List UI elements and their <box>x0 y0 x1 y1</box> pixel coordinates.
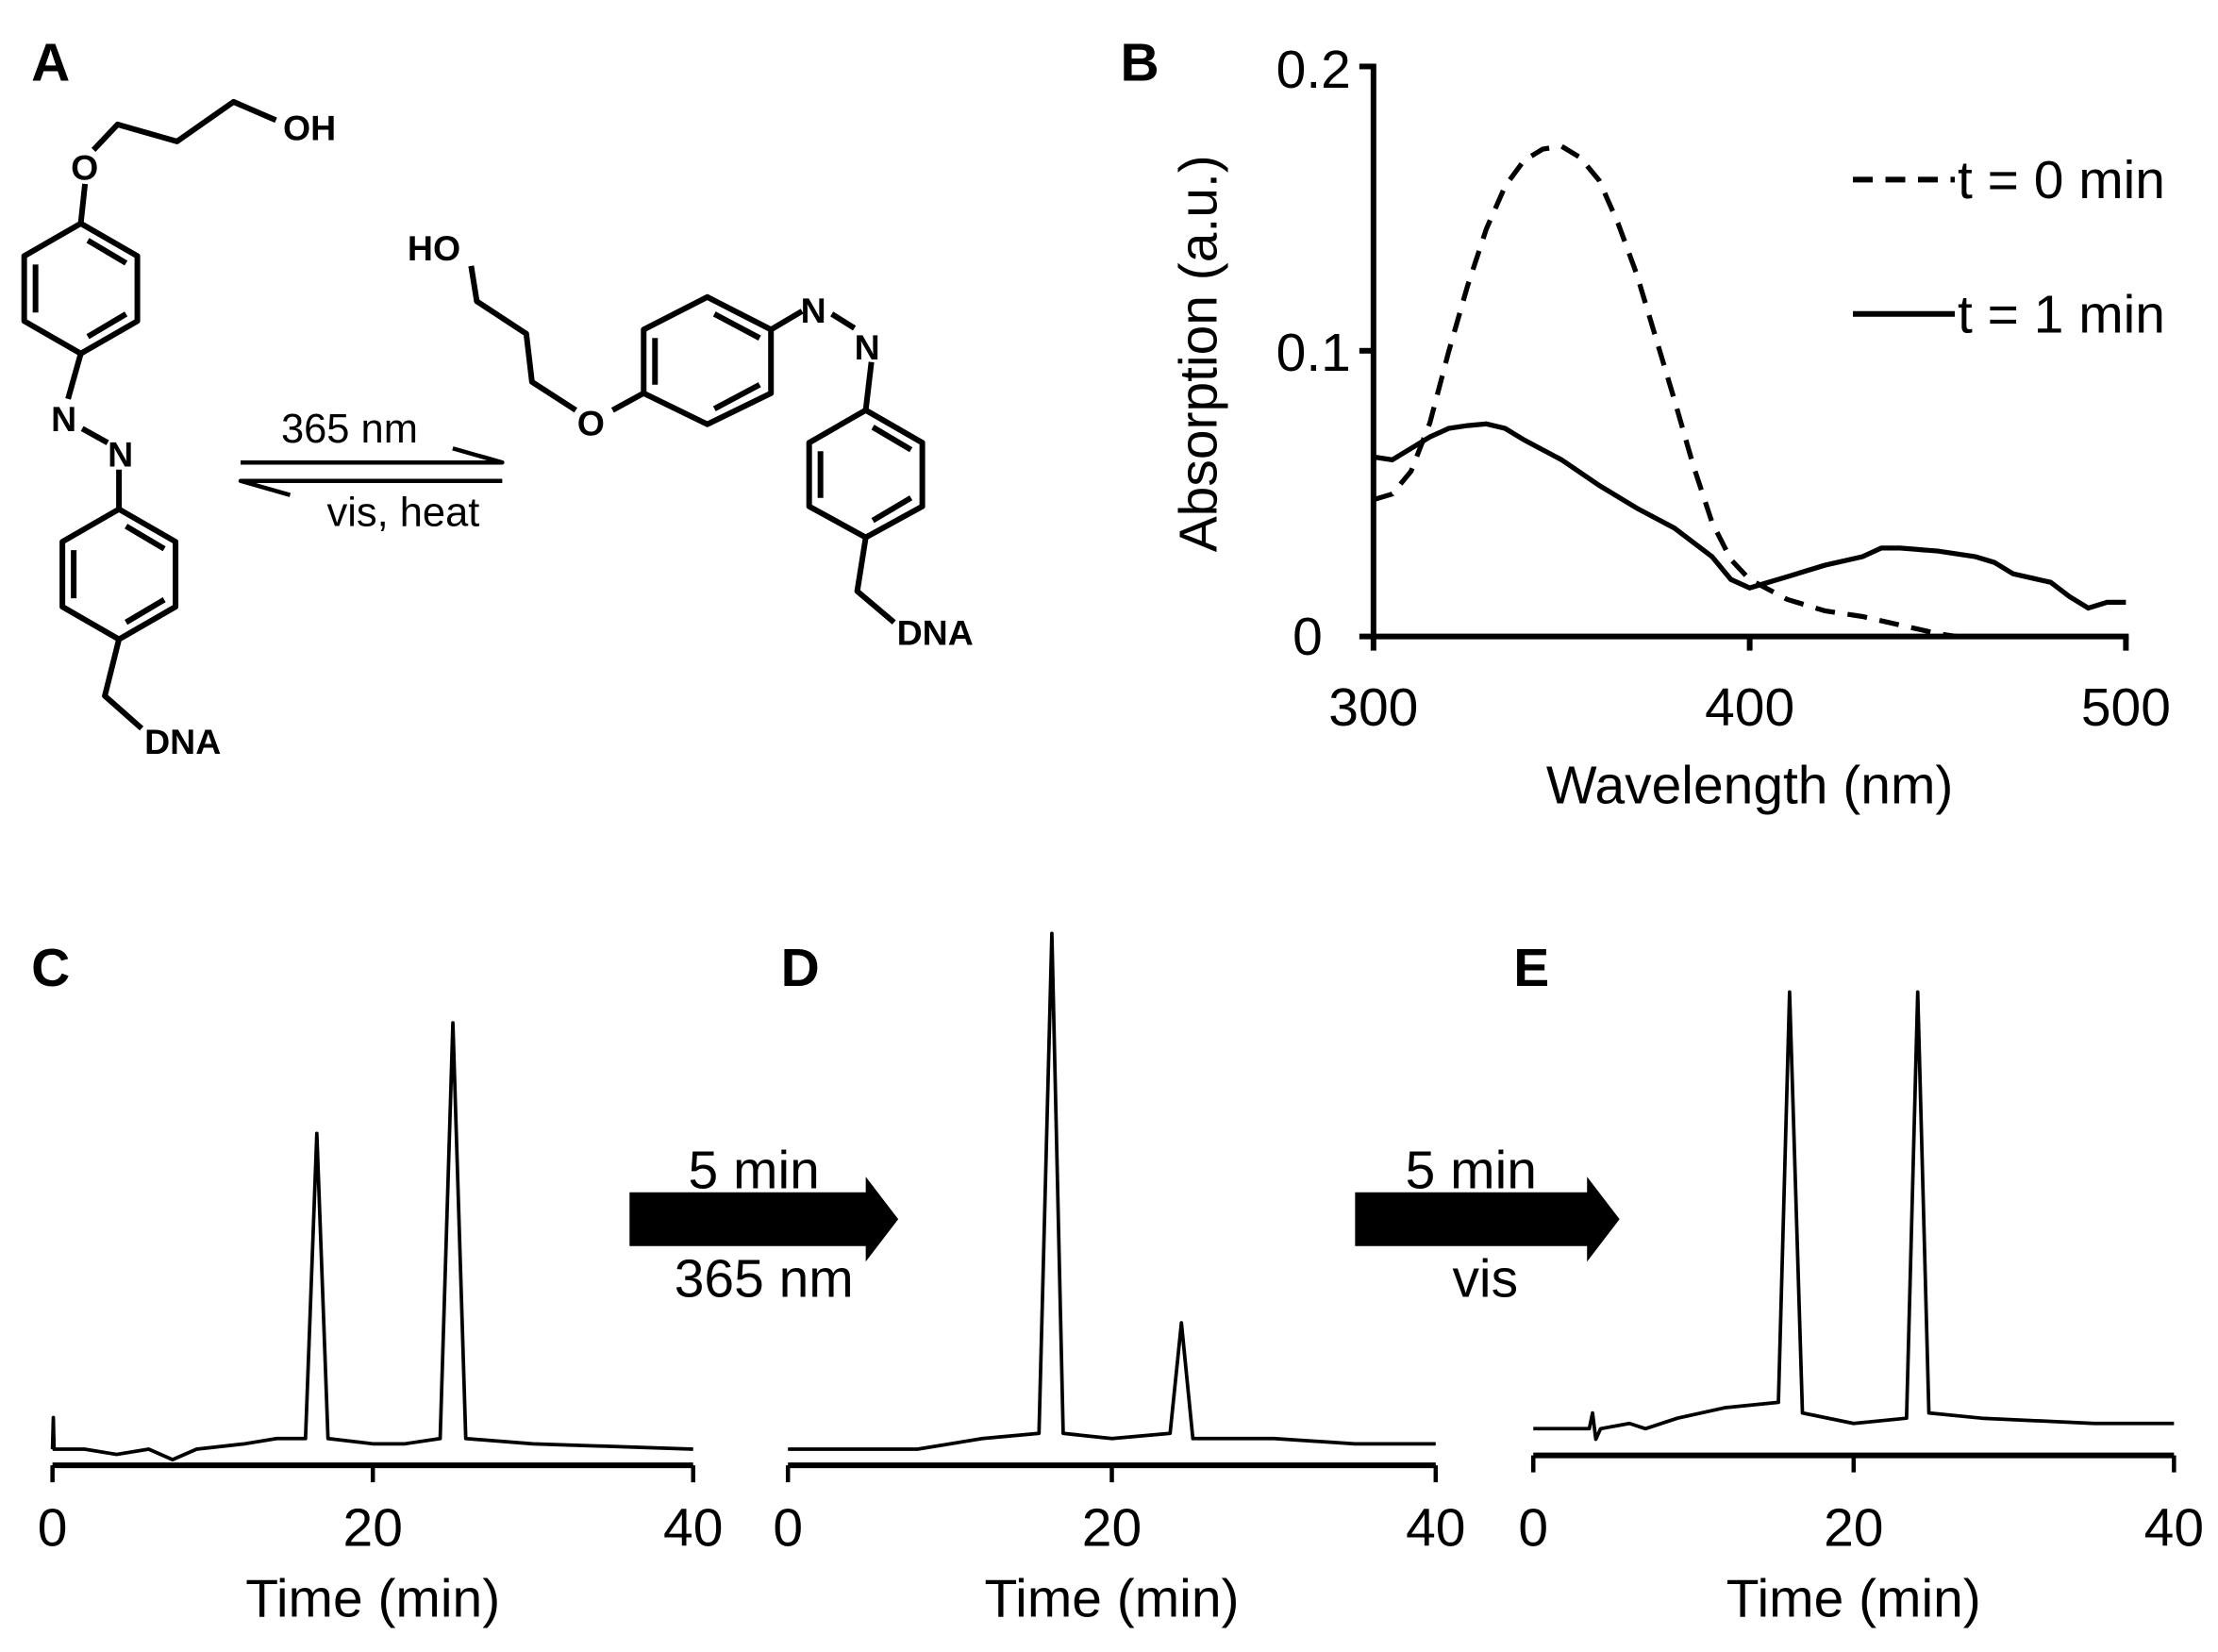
series-line-dashed <box>1373 143 1958 640</box>
x-tick-label: 400 <box>1705 677 1794 738</box>
transition-duration: 5 min <box>1406 1140 1537 1200</box>
x-tick-label: 0 <box>773 1498 803 1559</box>
hydroxyl-label: OH <box>283 108 336 147</box>
x-tick-label: 40 <box>1406 1498 1465 1559</box>
x-tick-label: 20 <box>343 1498 403 1559</box>
legend-label: t = 1 min <box>1958 284 2165 344</box>
transition-duration: 5 min <box>689 1140 820 1200</box>
chromatogram-c: 0 20 40 Time (min) <box>38 1021 723 1629</box>
chromatogram-trace <box>50 1021 693 1461</box>
ether-oxygen-label: O <box>577 404 605 443</box>
hydroxyl-label: HO <box>408 228 460 268</box>
x-tick-label: 40 <box>663 1498 723 1559</box>
chromatogram-trace <box>788 931 1436 1451</box>
azo-nitrogen-label: N <box>855 327 880 367</box>
chromatogram-d: 0 20 40 Time (min) <box>773 931 1465 1629</box>
legend-label: t = 0 min <box>1958 150 2165 210</box>
y-tick-label: 0.2 <box>1276 40 1351 100</box>
x-axis-title: Time (min) <box>985 1569 1240 1629</box>
ether-oxygen-label: O <box>71 147 98 187</box>
panel-label-d: D <box>781 938 820 998</box>
panel-label-a: A <box>31 32 70 92</box>
x-axis-title: Time (min) <box>1726 1569 1981 1629</box>
transition-light: vis <box>1452 1249 1518 1310</box>
cis-azobenzene-structure: HO O N N DNA <box>408 228 974 653</box>
panel-label-e: E <box>1513 938 1549 998</box>
chromatogram-e: 0 20 40 Time (min) <box>1518 990 2204 1629</box>
x-tick-label: 20 <box>1824 1498 1883 1559</box>
y-axis-title: Absorption (a.u.) <box>1168 155 1228 552</box>
x-tick-label: 40 <box>2144 1498 2204 1559</box>
x-tick-label: 20 <box>1082 1498 1142 1559</box>
x-tick-label: 300 <box>1328 677 1418 738</box>
trans-azobenzene-structure: OH O N N DNA <box>21 98 336 761</box>
transition-light: 365 nm <box>675 1249 854 1310</box>
azo-nitrogen-label: N <box>51 399 76 439</box>
arrow-right-icon <box>1355 1176 1620 1262</box>
isomerization-arrows: 365 nm vis, heat <box>238 407 505 536</box>
dna-label: DNA <box>144 722 221 761</box>
x-tick-label: 0 <box>38 1498 68 1559</box>
x-axis-title: Time (min) <box>245 1569 500 1629</box>
dna-label: DNA <box>897 613 974 653</box>
chromatogram-trace <box>1533 990 2175 1442</box>
x-tick-label: 0 <box>1518 1498 1548 1559</box>
forward-condition: 365 nm <box>281 407 418 452</box>
y-tick-label: 0 <box>1292 607 1323 667</box>
panel-label-c: C <box>31 938 70 998</box>
arrow-right-icon <box>629 1176 899 1262</box>
x-tick-label: 500 <box>2081 677 2171 738</box>
y-tick-label: 0.1 <box>1276 323 1351 383</box>
reverse-condition: vis, heat <box>326 491 479 536</box>
series-line-solid <box>1373 421 2126 611</box>
x-axis-title: Wavelength (nm) <box>1546 756 1954 816</box>
absorption-spectrum-chart: 0.2 0.1 0 300 400 500 Wavelength (nm) Ab… <box>1168 40 2170 816</box>
azo-nitrogen-label: N <box>108 435 133 475</box>
azo-nitrogen-label: N <box>801 291 826 330</box>
transition-arrow-vis: 5 min vis <box>1355 1140 1620 1310</box>
transition-arrow-uv: 5 min 365 nm <box>629 1140 899 1310</box>
panel-label-b: B <box>1120 32 1159 92</box>
